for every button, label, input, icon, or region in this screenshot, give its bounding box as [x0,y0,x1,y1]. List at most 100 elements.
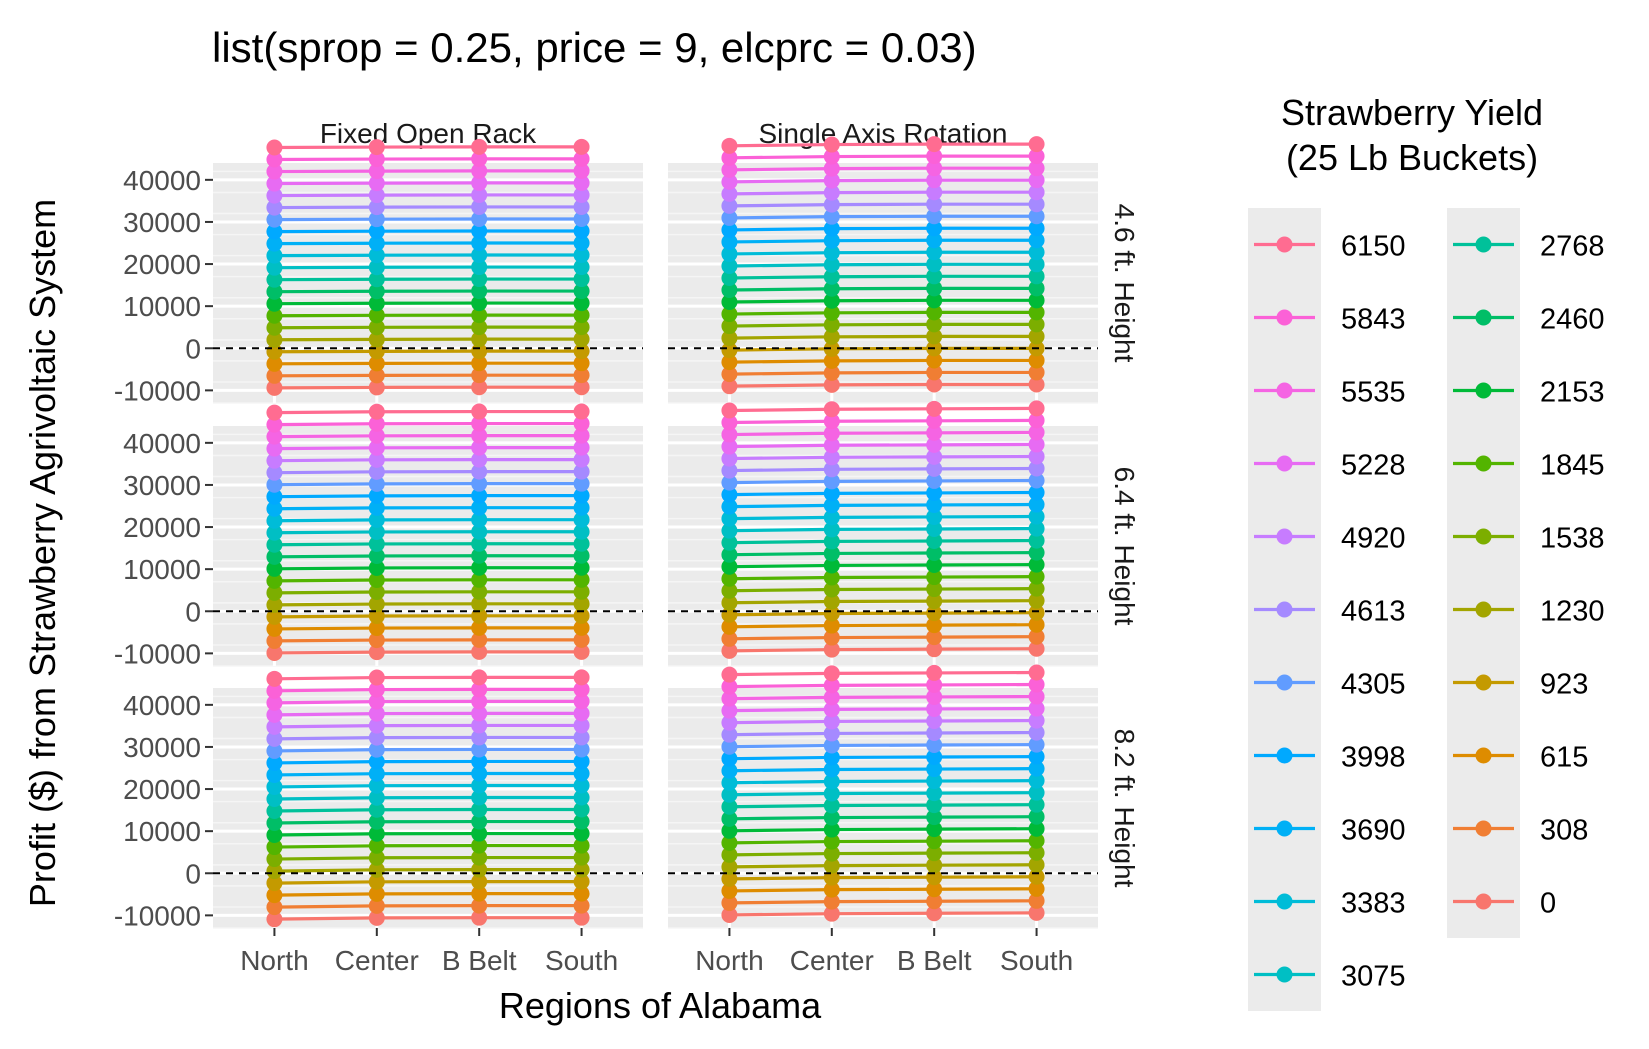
data-point [573,162,590,179]
legend-entry: 5228 [1254,450,1406,482]
y-tick-label: 0 [185,596,201,627]
series-line [274,542,582,547]
data-point [721,786,738,803]
data-point [926,460,943,477]
data-point [368,463,385,480]
data-point [823,148,840,165]
data-point [1028,724,1045,741]
data-point [721,462,738,479]
data-point [1028,496,1045,513]
data-point [721,209,738,226]
data-point [721,233,738,250]
data-point [823,725,840,742]
data-point [1028,364,1045,381]
data-point [471,463,488,480]
legend-label: 4613 [1341,596,1406,628]
legend-label: 4920 [1341,523,1406,555]
data-point [368,729,385,746]
data-point [926,196,943,213]
data-point [1028,856,1045,873]
data-point [266,163,283,180]
data-point [573,753,590,770]
data-point [266,319,283,336]
series-line [274,145,582,150]
data-point [368,151,385,168]
data-point [471,427,488,444]
data-point [823,184,840,201]
legend-key-point [1475,601,1492,618]
data-point [926,520,943,537]
data-point [471,547,488,564]
series-line [729,214,1037,220]
data-point [266,488,283,505]
data-point [573,909,590,926]
data-point [266,331,283,348]
data-point [1028,580,1045,597]
data-point [823,485,840,502]
series-line [729,202,1037,208]
data-point [1028,304,1045,321]
series-line [274,638,582,643]
data-point [471,186,488,203]
data-point [926,881,943,898]
legend-entry: 4920 [1254,523,1406,555]
data-point [266,863,283,880]
data-point [721,858,738,875]
data-point [721,354,738,371]
data-point [721,318,738,335]
data-point [1028,484,1045,501]
data-point [573,307,590,324]
data-point [471,825,488,842]
data-point [823,220,840,237]
legend-key-point [1475,820,1492,837]
data-point [573,643,590,660]
data-point [471,789,488,806]
facet-panel: 40000 30000 20000 10000 0 -10000 [114,403,643,669]
data-point [1028,292,1045,309]
data-point [823,557,840,574]
series-line [729,575,1037,581]
data-point [471,837,488,854]
data-point [721,366,738,383]
data-point [368,355,385,372]
data-point [1028,568,1045,585]
data-point [1028,544,1045,561]
data-point [368,681,385,698]
series-line [274,494,582,499]
y-tick-label: 40000 [123,165,201,196]
data-point [573,379,590,396]
legend-entry: 3690 [1254,815,1406,847]
data-point [823,256,840,273]
data-point [573,150,590,167]
data-point [721,666,738,683]
series-line [729,551,1037,557]
series-line [274,699,582,705]
series-line [274,229,582,234]
data-point [823,569,840,586]
series-line [274,650,582,655]
data-point [926,316,943,333]
series-line [729,670,1037,677]
data-point [573,837,590,854]
data-point [823,437,840,454]
data-point [266,367,283,384]
legend-label: 5843 [1341,304,1406,336]
legend-key-point [1475,382,1492,399]
data-point [573,174,590,191]
data-point [471,355,488,372]
data-point [721,173,738,190]
data-point [573,669,590,686]
data-point [471,343,488,360]
data-point [721,498,738,515]
data-point [926,244,943,261]
data-point [1028,748,1045,765]
x-tick-label: Center [790,945,874,976]
series-line [274,795,582,801]
data-point [368,427,385,444]
legend-entry: 3383 [1254,888,1406,920]
data-point [721,570,738,587]
data-point [266,440,283,457]
data-point [573,487,590,504]
data-point [926,256,943,273]
series-line [274,892,582,897]
